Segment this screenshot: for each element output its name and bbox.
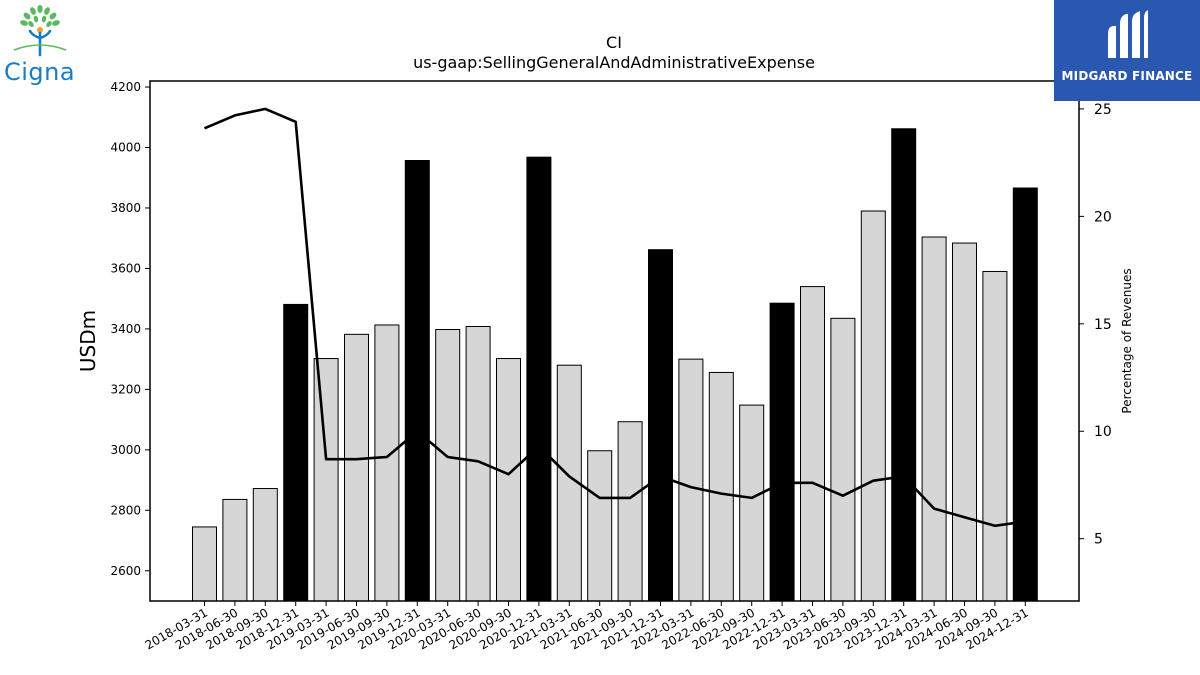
cigna-tree-icon	[13, 5, 67, 57]
bar	[830, 317, 856, 602]
bar	[982, 270, 1008, 602]
bar	[617, 421, 643, 602]
bar	[496, 358, 521, 602]
y2-tick-label: 15	[1094, 317, 1112, 333]
y2-tick-label: 5	[1094, 532, 1103, 548]
bar	[252, 488, 278, 602]
y-tick-label: 3800	[110, 201, 141, 215]
bar	[952, 242, 977, 602]
chart-title: CI	[606, 33, 622, 52]
midgard-wordmark: MIDGARD FINANCE	[1061, 69, 1193, 83]
y-tick-label: 3600	[110, 261, 141, 275]
bar	[404, 160, 430, 602]
y2-tick-label: 25	[1094, 102, 1112, 118]
bar	[222, 498, 248, 602]
x-axis: 2018-03-312018-06-302018-09-302018-12-31…	[143, 601, 1031, 652]
bar	[435, 329, 461, 602]
midgard-finance-logo: MIDGARD FINANCE	[1054, 0, 1200, 101]
bar	[708, 371, 734, 602]
bar	[678, 358, 704, 602]
bar	[921, 236, 947, 602]
bar	[769, 302, 795, 602]
bar	[344, 333, 369, 602]
y-tick-label: 3200	[110, 382, 141, 396]
chart-subtitle: us-gaap:SellingGeneralAndAdministrativeE…	[413, 53, 815, 72]
y-axis-label: USDm	[76, 310, 100, 372]
ratio-line	[203, 107, 1026, 528]
bar	[374, 324, 400, 602]
cigna-logo: Cigna	[0, 0, 90, 92]
bar	[526, 156, 552, 602]
bar	[283, 303, 309, 602]
bar	[739, 404, 765, 602]
bar	[648, 249, 673, 602]
cigna-wordmark: Cigna	[4, 58, 76, 86]
bar	[587, 450, 613, 602]
y2-tick-label: 20	[1094, 209, 1112, 225]
bar	[860, 210, 886, 602]
bar	[1012, 187, 1038, 602]
plot-frame	[149, 80, 1080, 602]
y-axis-left: 2600 2800 3000 3200 3400 3600 3800 4000 4200	[110, 80, 150, 578]
bar	[313, 358, 339, 602]
y-tick-label: 4000	[110, 141, 141, 155]
y2-axis-label: Percentage of Revenues	[1120, 268, 1134, 413]
midgard-emblem-icon	[1108, 10, 1148, 58]
bar	[891, 128, 917, 602]
bar	[800, 286, 825, 602]
y-tick-label: 2800	[110, 503, 141, 517]
y-tick-label: 4200	[110, 80, 141, 94]
y-tick-label: 3000	[110, 443, 141, 457]
y-tick-label: 3400	[110, 322, 141, 336]
y2-tick-label: 10	[1094, 424, 1112, 440]
bar-series	[192, 128, 1038, 602]
y-axis-right: 5 10 15 20 25	[1079, 102, 1112, 548]
y-tick-label: 2600	[110, 564, 141, 578]
ratio-line-series	[203, 107, 1026, 528]
bar	[192, 526, 217, 602]
